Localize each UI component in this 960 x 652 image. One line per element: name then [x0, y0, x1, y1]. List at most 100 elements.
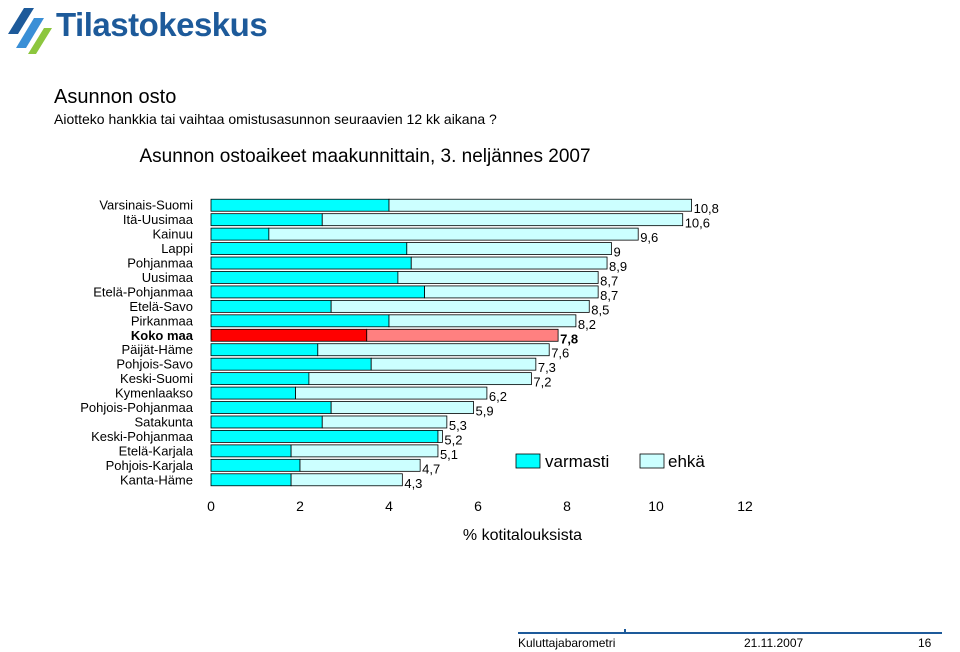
bar-ehka — [308, 372, 532, 386]
category-label: Satakunta — [134, 414, 193, 429]
page-subtitle: Aiotteko hankkia tai vaihtaa omistusasun… — [54, 111, 497, 127]
bar-ehka — [295, 386, 488, 400]
category-label: Keski-Suomi — [120, 371, 193, 386]
bar-varmasti — [210, 285, 426, 299]
bar-varmasti — [210, 227, 270, 241]
category-label: Keski-Pohjanmaa — [91, 429, 194, 444]
bar-varmasti — [210, 415, 323, 429]
bar-varmasti — [210, 401, 332, 414]
bar-ehka — [366, 328, 559, 342]
page-title: Asunnon osto — [54, 86, 177, 108]
data-label: 5,3 — [449, 418, 467, 433]
page-number: 16 — [918, 636, 932, 650]
data-label: 5,9 — [476, 404, 494, 419]
x-tick-label: 6 — [474, 498, 482, 514]
bar-ehka — [424, 285, 599, 299]
bar-ehka — [299, 458, 421, 472]
x-tick-label: 12 — [737, 498, 753, 514]
chart-title: Asunnon ostoaikeet maakunnittain, 3. nel… — [139, 146, 591, 167]
x-axis-label: % kotitalouksista — [463, 527, 582, 544]
logo-mark-icon — [8, 8, 52, 54]
data-label: 10,8 — [694, 201, 719, 216]
data-label: 7,6 — [551, 346, 569, 361]
x-tick-label: 4 — [385, 498, 393, 514]
x-tick-label: 0 — [207, 498, 215, 514]
bar-ehka — [330, 299, 590, 313]
bar-varmasti — [210, 242, 408, 255]
footer-source: Kuluttajabarometri — [518, 636, 616, 650]
x-tick-label: 10 — [648, 498, 664, 514]
bar-varmasti — [210, 430, 439, 443]
data-label: 8,7 — [600, 273, 618, 288]
bar-ehka — [437, 430, 443, 443]
bar-varmasti — [210, 343, 319, 357]
data-label: 4,7 — [422, 461, 440, 476]
category-label: Etelä-Karjala — [119, 443, 194, 458]
data-label: 8,2 — [578, 317, 596, 332]
bar-varmasti — [210, 314, 390, 328]
bar-ehka — [321, 213, 684, 227]
bar-varmasti — [210, 299, 332, 313]
bar-ehka — [410, 256, 608, 270]
data-label: 7,8 — [560, 331, 578, 346]
category-label: Koko maa — [131, 328, 194, 343]
bar-ehka — [406, 242, 612, 255]
legend-swatch-varmasti — [515, 453, 541, 469]
category-label: Pirkanmaa — [131, 313, 194, 328]
category-label: Itä-Uusimaa — [123, 212, 194, 227]
bar-varmasti — [210, 444, 292, 458]
bar-varmasti — [210, 213, 323, 227]
category-label: Kainuu — [153, 227, 193, 242]
tilastokeskus-logo — [8, 8, 52, 54]
category-label: Kanta-Häme — [120, 472, 193, 487]
footer-divider — [518, 632, 942, 634]
bar-ehka — [290, 444, 439, 458]
category-label: Pohjois-Savo — [116, 357, 193, 372]
category-label: Pohjois-Karjala — [106, 458, 194, 473]
data-label: 5,2 — [444, 432, 462, 447]
data-label: 7,3 — [538, 360, 556, 375]
legend-label-ehka: ehkä — [668, 452, 705, 471]
bar-ehka — [388, 314, 577, 328]
logo-text: Tilastokeskus — [56, 6, 268, 43]
bar-varmasti — [210, 357, 372, 371]
category-label: Kymenlaakso — [115, 386, 193, 401]
bar-varmasti — [210, 386, 296, 400]
category-label: Pohjois-Pohjanmaa — [80, 400, 194, 415]
legend-swatch-ehka — [639, 453, 665, 469]
bar-varmasti — [210, 372, 310, 386]
data-label: 9,6 — [640, 230, 658, 245]
bar-varmasti — [210, 256, 412, 270]
bar-ehka — [330, 401, 474, 414]
category-label: Lappi — [161, 241, 193, 256]
bar-varmasti — [210, 458, 301, 472]
bar-ehka — [317, 343, 550, 357]
data-label: 7,2 — [533, 375, 551, 390]
bar-varmasti — [210, 473, 292, 487]
category-label: Etelä-Savo — [129, 299, 193, 314]
data-label: 10,6 — [685, 216, 710, 231]
data-label: 8,5 — [591, 302, 609, 317]
data-label: 8,7 — [600, 288, 618, 303]
data-label: 5,1 — [440, 447, 458, 462]
bar-ehka — [290, 473, 403, 487]
data-label: 8,9 — [609, 259, 627, 274]
bar-varmasti — [210, 271, 399, 284]
bar-varmasti — [210, 328, 368, 342]
bar-ehka — [397, 271, 599, 284]
x-tick-label: 8 — [563, 498, 571, 514]
category-label: Pohjanmaa — [127, 256, 194, 271]
x-tick-label: 2 — [296, 498, 304, 514]
legend-label-varmasti: varmasti — [545, 452, 609, 471]
category-label: Päijät-Häme — [121, 342, 193, 357]
bar-ehka — [370, 357, 537, 371]
bar-varmasti — [210, 198, 390, 212]
category-label: Varsinais-Suomi — [99, 198, 193, 213]
data-label: 9 — [614, 245, 621, 260]
category-label: Etelä-Pohjanmaa — [93, 284, 193, 299]
category-label: Uusimaa — [142, 270, 194, 285]
data-label: 4,3 — [404, 476, 422, 491]
data-label: 6,2 — [489, 389, 507, 404]
bar-ehka — [388, 198, 693, 212]
